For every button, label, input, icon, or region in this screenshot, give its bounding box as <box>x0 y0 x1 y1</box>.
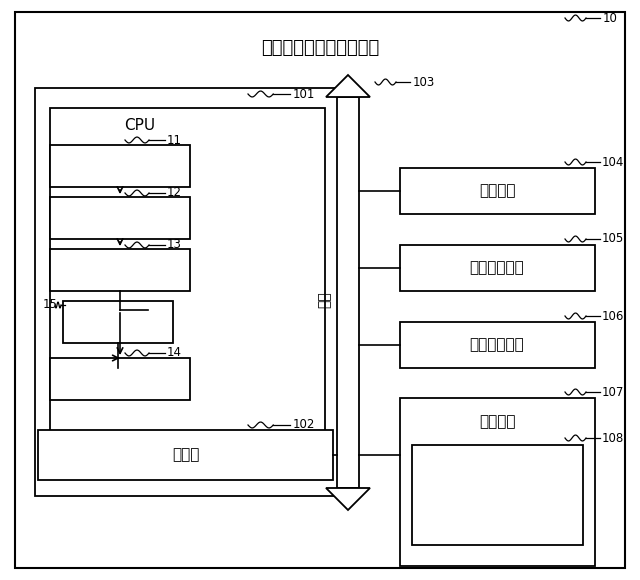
Text: 101: 101 <box>293 88 316 100</box>
Text: 106: 106 <box>602 310 625 322</box>
Text: 取得部: 取得部 <box>106 158 134 173</box>
Text: 13: 13 <box>167 238 182 252</box>
Bar <box>50 145 190 187</box>
Text: 15: 15 <box>43 299 58 311</box>
Text: バス: バス <box>317 292 331 309</box>
Text: 集積部: 集積部 <box>106 263 134 277</box>
Text: 通信デバイス: 通信デバイス <box>470 338 524 353</box>
Text: 記憶装置: 記憶装置 <box>479 415 515 430</box>
Text: ディスプレイ: ディスプレイ <box>470 260 524 276</box>
Text: 14: 14 <box>167 346 182 360</box>
Text: 連結部: 連結部 <box>104 314 132 329</box>
Text: 10: 10 <box>603 12 618 24</box>
Polygon shape <box>326 488 370 510</box>
Bar <box>400 322 595 368</box>
Text: 11: 11 <box>167 133 182 147</box>
Text: 107: 107 <box>602 386 625 398</box>
Bar <box>337 97 359 488</box>
Bar <box>50 358 190 400</box>
Text: 104: 104 <box>602 155 625 169</box>
Bar <box>400 168 595 214</box>
Text: 103: 103 <box>413 75 435 89</box>
Bar <box>50 197 190 239</box>
Text: 102: 102 <box>293 419 316 432</box>
Bar <box>38 430 333 480</box>
Bar <box>50 249 190 291</box>
Bar <box>35 88 340 496</box>
Text: 走査部: 走査部 <box>106 211 134 226</box>
Text: 105: 105 <box>602 233 624 245</box>
Text: CPU: CPU <box>124 118 156 132</box>
Text: 出力部: 出力部 <box>106 372 134 386</box>
Polygon shape <box>326 75 370 97</box>
Bar <box>50 108 325 438</box>
Bar <box>400 245 595 291</box>
Bar <box>412 445 583 545</box>
Text: メモリ: メモリ <box>172 448 200 462</box>
Text: 12: 12 <box>167 187 182 200</box>
Bar <box>400 398 595 566</box>
Text: プログラム: プログラム <box>474 488 520 502</box>
Text: 入力装置: 入力装置 <box>479 183 515 198</box>
Text: 集積集合データ製造装置: 集積集合データ製造装置 <box>261 39 379 57</box>
Bar <box>63 301 173 343</box>
Text: 108: 108 <box>602 432 624 444</box>
